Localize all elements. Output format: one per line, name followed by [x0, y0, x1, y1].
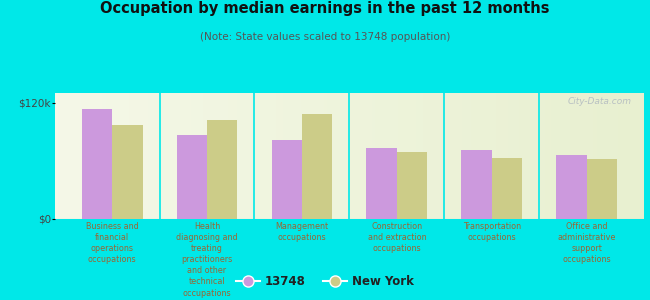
- Bar: [396, 152, 427, 219]
- Text: City-Data.com: City-Data.com: [567, 97, 632, 106]
- Bar: [462, 150, 491, 219]
- Bar: [207, 120, 237, 219]
- Text: (Note: State values scaled to 13748 population): (Note: State values scaled to 13748 popu…: [200, 32, 450, 41]
- Bar: [272, 140, 302, 219]
- Text: Occupation by median earnings in the past 12 months: Occupation by median earnings in the pas…: [100, 2, 550, 16]
- Bar: [556, 155, 586, 219]
- Legend: 13748, New York: 13748, New York: [231, 270, 419, 292]
- Bar: [491, 158, 522, 219]
- Bar: [177, 135, 207, 219]
- Text: Office and
administrative
support
occupations: Office and administrative support occupa…: [558, 222, 616, 264]
- Text: Construction
and extraction
occupations: Construction and extraction occupations: [367, 222, 426, 253]
- Text: Business and
financial
operations
occupations: Business and financial operations occupa…: [86, 222, 138, 264]
- Text: Health
diagnosing and
treating
practitioners
and other
technical
occupations: Health diagnosing and treating practitio…: [176, 222, 238, 298]
- Bar: [302, 114, 332, 219]
- Bar: [112, 125, 142, 219]
- Text: Transportation
occupations: Transportation occupations: [463, 222, 521, 242]
- Text: Management
occupations: Management occupations: [276, 222, 328, 242]
- Bar: [367, 148, 396, 219]
- Bar: [82, 110, 112, 219]
- Bar: [586, 159, 617, 219]
